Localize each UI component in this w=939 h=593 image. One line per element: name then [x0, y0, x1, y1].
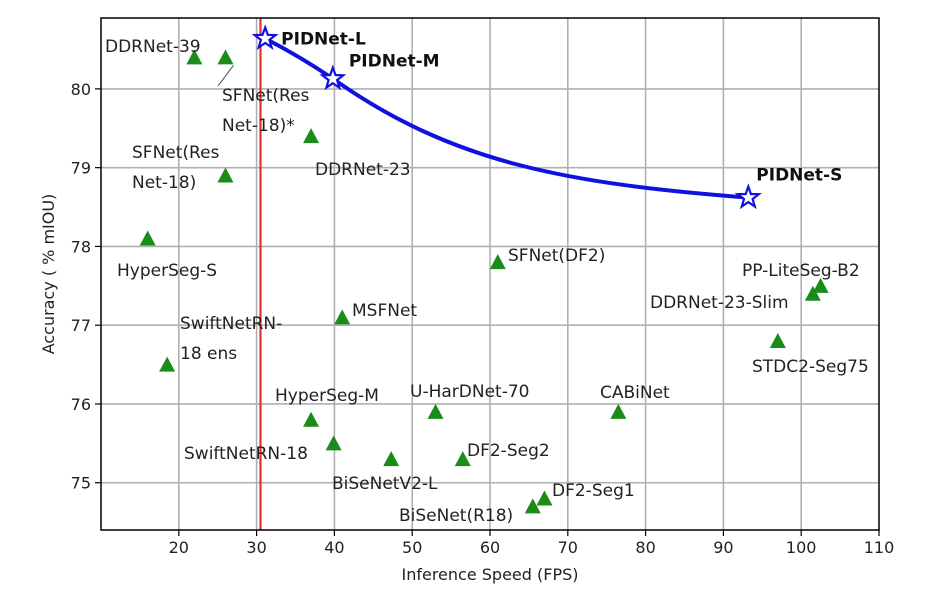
triangle-marker: [334, 309, 351, 325]
x-tick-label: 20: [169, 538, 189, 557]
x-tick-label: 50: [402, 538, 422, 557]
pidnet-label: PIDNet-L: [281, 29, 366, 49]
x-tick-label: 70: [558, 538, 578, 557]
triangle-marker: [769, 332, 786, 348]
y-axis-label: Accuracy ( % mIOU): [39, 194, 58, 355]
axis-ticks: 20 30 40 50 60 70 80 90 100 110 75 76 77 78 79 80: [71, 80, 895, 557]
point-label: DF2-Seg2: [467, 441, 550, 461]
triangle-marker: [217, 167, 234, 183]
point-label: 18 ens: [180, 344, 237, 364]
point-label: PP-LiteSeg-B2: [742, 261, 860, 281]
triangle-marker: [303, 128, 320, 144]
x-tick-label: 80: [635, 538, 655, 557]
triangle-marker: [610, 403, 627, 419]
point-label: U-HarDNet-70: [410, 382, 529, 402]
pidnet-star-marker: [734, 183, 762, 210]
x-axis-label: Inference Speed (FPS): [401, 565, 578, 584]
x-tick-label: 40: [324, 538, 344, 557]
y-tick-label: 76: [71, 395, 91, 414]
point-label: Net-18): [132, 173, 196, 193]
triangle-marker: [524, 498, 541, 514]
triangle-marker: [139, 230, 156, 246]
point-label: SFNet(DF2): [508, 246, 605, 266]
point-label: MSFNet: [352, 301, 417, 321]
y-tick-label: 77: [71, 316, 91, 335]
point-label: DDRNet-23-Slim: [650, 293, 789, 313]
triangle-marker: [812, 277, 829, 293]
point-label: DDRNet-39: [105, 37, 201, 57]
triangle-marker: [383, 451, 400, 467]
triangle-marker: [489, 254, 506, 270]
triangle-marker: [303, 411, 320, 427]
triangle-marker: [454, 451, 471, 467]
pidnet-label: PIDNet-M: [349, 52, 440, 72]
x-tick-label: 100: [786, 538, 817, 557]
point-label: BiSeNet(R18): [399, 506, 513, 526]
x-tick-label: 110: [864, 538, 895, 557]
point-label: SFNet(Res: [222, 86, 310, 106]
y-tick-label: 78: [71, 237, 91, 256]
grid-lines: [101, 18, 879, 530]
point-label: SFNet(Res: [132, 143, 220, 163]
pidnet-label: PIDNet-S: [756, 166, 842, 186]
point-label: HyperSeg-M: [275, 386, 379, 406]
point-label: CABiNet: [600, 383, 670, 403]
pidnet-curve-group: [264, 36, 749, 200]
pidnet-curve: [264, 36, 749, 200]
y-tick-label: 79: [71, 159, 91, 178]
x-tick-label: 60: [480, 538, 500, 557]
triangle-marker: [427, 403, 444, 419]
x-tick-label: 30: [246, 538, 266, 557]
point-label: STDC2-Seg75: [752, 357, 869, 377]
point-label: DF2-Seg1: [552, 481, 635, 501]
y-tick-label: 80: [71, 80, 91, 99]
triangle-marker: [159, 356, 176, 372]
point-label: BiSeNetV2-L: [332, 474, 438, 494]
triangle-marker: [217, 49, 234, 65]
y-tick-label: 75: [71, 474, 91, 493]
x-tick-label: 90: [713, 538, 733, 557]
point-label: SwiftNetRN-: [180, 314, 282, 334]
data-points: [139, 24, 829, 514]
point-label: HyperSeg-S: [117, 261, 217, 281]
data-labels: PIDNet-L PIDNet-M PIDNet-S DDRNet-39 SFNet(R…: [105, 29, 869, 526]
point-label: Net-18)*: [222, 116, 295, 136]
triangle-marker: [804, 285, 821, 301]
triangle-marker: [186, 49, 203, 65]
triangle-marker: [325, 435, 342, 451]
triangle-marker: [536, 490, 553, 506]
point-label: DDRNet-23: [315, 160, 411, 180]
label-leader-line: [217, 65, 234, 87]
pidnet-star-marker: [319, 64, 347, 91]
point-label: SwiftNetRN-18: [184, 444, 308, 464]
pidnet-star-marker: [251, 24, 279, 51]
